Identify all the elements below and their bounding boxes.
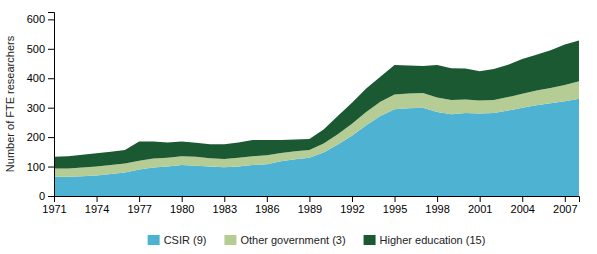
tick: 1974 bbox=[85, 196, 109, 215]
y-axis-label: Number of FTE researchers bbox=[4, 35, 16, 172]
tick: 1986 bbox=[255, 196, 279, 215]
tick-mark bbox=[224, 196, 225, 202]
tick: 1977 bbox=[127, 196, 151, 215]
tick-mark bbox=[395, 196, 396, 202]
legend-swatch bbox=[364, 235, 376, 245]
tick-mark bbox=[48, 167, 54, 168]
tick: 100 bbox=[27, 161, 54, 173]
plot: 1971 1974 1977 1980 1983 1986 1989 1992 1995 1998… bbox=[4, 13, 580, 215]
legend-swatch bbox=[224, 235, 236, 245]
tick-label: 1983 bbox=[213, 203, 237, 215]
tick-label: 500 bbox=[27, 43, 45, 55]
tick-mark bbox=[139, 196, 140, 202]
tick-label: 1992 bbox=[340, 203, 364, 215]
tick-label: 1980 bbox=[170, 203, 194, 215]
legend-label: CSIR (9) bbox=[164, 234, 207, 246]
tick-mark bbox=[309, 196, 310, 202]
tick-label: 300 bbox=[27, 102, 45, 114]
tick: 500 bbox=[27, 43, 54, 55]
tick-label: 1977 bbox=[127, 203, 151, 215]
tick-mark bbox=[437, 196, 438, 202]
tick: 300 bbox=[27, 102, 54, 114]
tick: 600 bbox=[27, 13, 54, 25]
tick-mark bbox=[267, 196, 268, 202]
tick-mark bbox=[97, 196, 98, 202]
chart: 1971 1974 1977 1980 1983 1986 1989 1992 1995 1998… bbox=[0, 0, 597, 254]
tick-label: 200 bbox=[27, 131, 45, 143]
tick-label: 1986 bbox=[255, 203, 279, 215]
legend-label: Other government (3) bbox=[240, 234, 345, 246]
tick: 1992 bbox=[340, 196, 364, 215]
legend-label: Higher education (15) bbox=[380, 234, 486, 246]
tick-mark bbox=[480, 196, 481, 202]
tick: 2007 bbox=[553, 196, 577, 215]
tick: 1995 bbox=[383, 196, 407, 215]
tick-mark bbox=[48, 19, 54, 20]
tick: 1971 bbox=[42, 196, 66, 215]
legend: CSIR (9) Other government (3) Higher educa… bbox=[148, 234, 486, 246]
tick-mark bbox=[48, 78, 54, 79]
tick: 400 bbox=[27, 72, 54, 84]
tick-mark bbox=[352, 196, 353, 202]
tick-label: 1974 bbox=[85, 203, 109, 215]
tick-label: 600 bbox=[27, 13, 45, 25]
tick-mark bbox=[48, 108, 54, 109]
axis-line bbox=[48, 13, 55, 197]
tick-label: 400 bbox=[27, 72, 45, 84]
tick-label: 2001 bbox=[468, 203, 492, 215]
legend-item: CSIR (9) bbox=[148, 234, 207, 246]
tick-label: 100 bbox=[27, 161, 45, 173]
tick: 1983 bbox=[213, 196, 237, 215]
axis-line bbox=[55, 197, 580, 203]
legend-item: Other government (3) bbox=[224, 234, 345, 246]
tick-label: 1989 bbox=[298, 203, 322, 215]
x-axis: 1971 1974 1977 1980 1983 1986 1989 1992 1995 1998… bbox=[42, 196, 579, 215]
tick-mark bbox=[182, 196, 183, 202]
tick-label: 1998 bbox=[425, 203, 449, 215]
tick: 0 bbox=[39, 190, 54, 202]
tick: 2004 bbox=[511, 196, 535, 215]
legend-item: Higher education (15) bbox=[364, 234, 486, 246]
tick-label: 0 bbox=[39, 190, 45, 202]
areas bbox=[54, 41, 579, 196]
area bbox=[54, 41, 579, 169]
tick-mark bbox=[565, 196, 566, 202]
tick-mark bbox=[48, 137, 54, 138]
tick-mark bbox=[48, 49, 54, 50]
tick-label: 1995 bbox=[383, 203, 407, 215]
tick: 1998 bbox=[425, 196, 449, 215]
tick: 200 bbox=[27, 131, 54, 143]
tick: 1989 bbox=[298, 196, 322, 215]
tick-mark bbox=[48, 196, 54, 197]
tick-label: 2004 bbox=[511, 203, 535, 215]
tick-mark bbox=[522, 196, 523, 202]
tick-label: 2007 bbox=[553, 203, 577, 215]
tick: 1980 bbox=[170, 196, 194, 215]
y-axis: 0 100 200 300 400 500 600 bbox=[27, 13, 55, 203]
tick: 2001 bbox=[468, 196, 492, 215]
legend-swatch bbox=[148, 235, 160, 245]
tick-label: 1971 bbox=[42, 203, 66, 215]
